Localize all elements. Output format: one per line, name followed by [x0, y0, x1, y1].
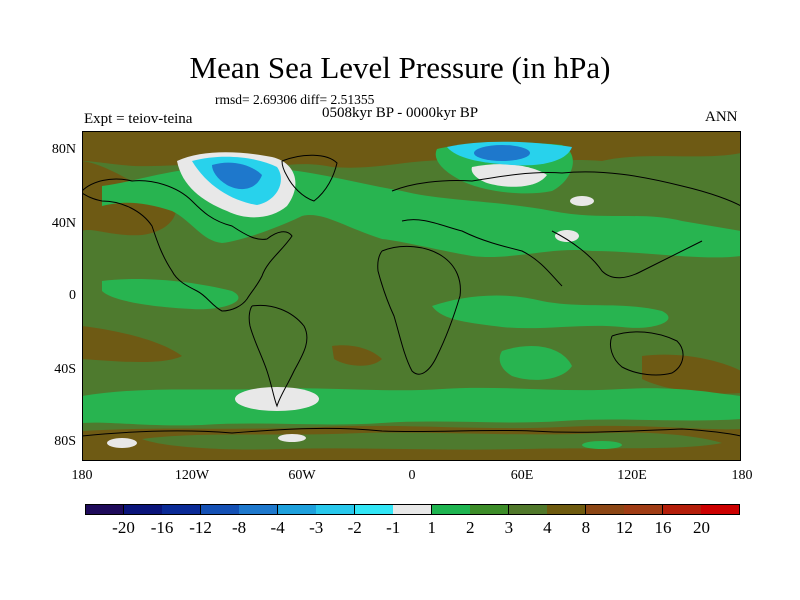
colorbar-swatch [123, 504, 163, 515]
colorbar-swatch [85, 504, 125, 515]
lon-label-180e: 180 [731, 468, 753, 483]
greenland-coast [281, 154, 338, 202]
lat-label-40n: 40N [51, 216, 76, 231]
colorbar-label: -20 [112, 518, 135, 537]
colorbar-label: -4 [270, 518, 285, 537]
australia-coast [609, 331, 684, 376]
southern-ocean-low-patch [235, 387, 319, 411]
south-pacific-high-region [82, 326, 182, 363]
north-america-coast [82, 178, 293, 312]
lon-label-60e: 60E [510, 468, 534, 483]
colorbar-swatch [277, 504, 317, 515]
chart-title: Mean Sea Level Pressure (in hPa) [189, 50, 611, 85]
tropical-atlantic-patch [102, 279, 239, 310]
colorbar-label: -12 [189, 518, 212, 537]
colorbar-label: 16 [654, 518, 672, 537]
lon-label-60w: 60W [288, 468, 316, 483]
colorbar-label: 12 [615, 518, 633, 537]
lat-label-80n: 80N [51, 142, 76, 157]
colorbar-label: 4 [543, 518, 552, 537]
colorbar-swatch [393, 504, 433, 515]
colorbar-label: 1 [427, 518, 437, 537]
colorbar-swatch [431, 504, 471, 515]
colorbar-swatch [585, 504, 625, 515]
southern-ocean-band [82, 387, 741, 426]
colorbar-swatch [354, 504, 394, 515]
experiment-label: Expt = teiov-teina [84, 111, 193, 127]
colorbar [85, 504, 741, 515]
africa-coast [377, 246, 461, 375]
colorbar-swatch [547, 504, 587, 515]
colorbar-swatch [701, 504, 741, 515]
colorbar-label: -8 [232, 518, 247, 537]
colorbar-label: -16 [150, 518, 174, 537]
season-label: ANN [705, 109, 738, 125]
colorbar-swatch [508, 504, 548, 515]
colorbar-swatch [162, 504, 202, 515]
colorbar-swatch [316, 504, 356, 515]
lon-label-120w: 120W [174, 468, 210, 483]
europe-asia-coast [391, 171, 741, 287]
pressure-anomaly-map [82, 131, 741, 461]
colorbar-swatch [662, 504, 702, 515]
antarctica-coast [82, 427, 741, 437]
lat-label-80s: 80S [54, 434, 76, 449]
colorbar-label: 8 [581, 518, 591, 537]
colorbar-label: -1 [386, 518, 401, 537]
colorbar-label: -3 [309, 518, 324, 537]
colorbar-swatch [200, 504, 240, 515]
colorbar-swatch [470, 504, 510, 515]
time-period-label: 0508kyr BP - 0000kyr BP [322, 105, 479, 121]
lat-label-40s: 40S [54, 362, 76, 377]
lat-label-0: 0 [69, 288, 76, 303]
colorbar-label: -2 [347, 518, 362, 537]
colorbar-label: 3 [504, 518, 514, 537]
indian-ocean-patch [432, 295, 669, 329]
rmsd-diff-stats: rmsd= 2.69306 diff= 2.51355 [215, 92, 375, 107]
south-america-coast [248, 304, 308, 408]
colorbar-swatch [624, 504, 664, 515]
colorbar-label: 2 [466, 518, 475, 537]
lon-label-180w: 180 [71, 468, 93, 483]
colorbar-swatch [239, 504, 279, 515]
lon-label-0: 0 [408, 468, 416, 483]
colorbar-label: 20 [692, 518, 710, 537]
map-frame [82, 131, 741, 461]
coastlines [82, 154, 741, 437]
lon-label-120e: 120E [617, 468, 647, 483]
